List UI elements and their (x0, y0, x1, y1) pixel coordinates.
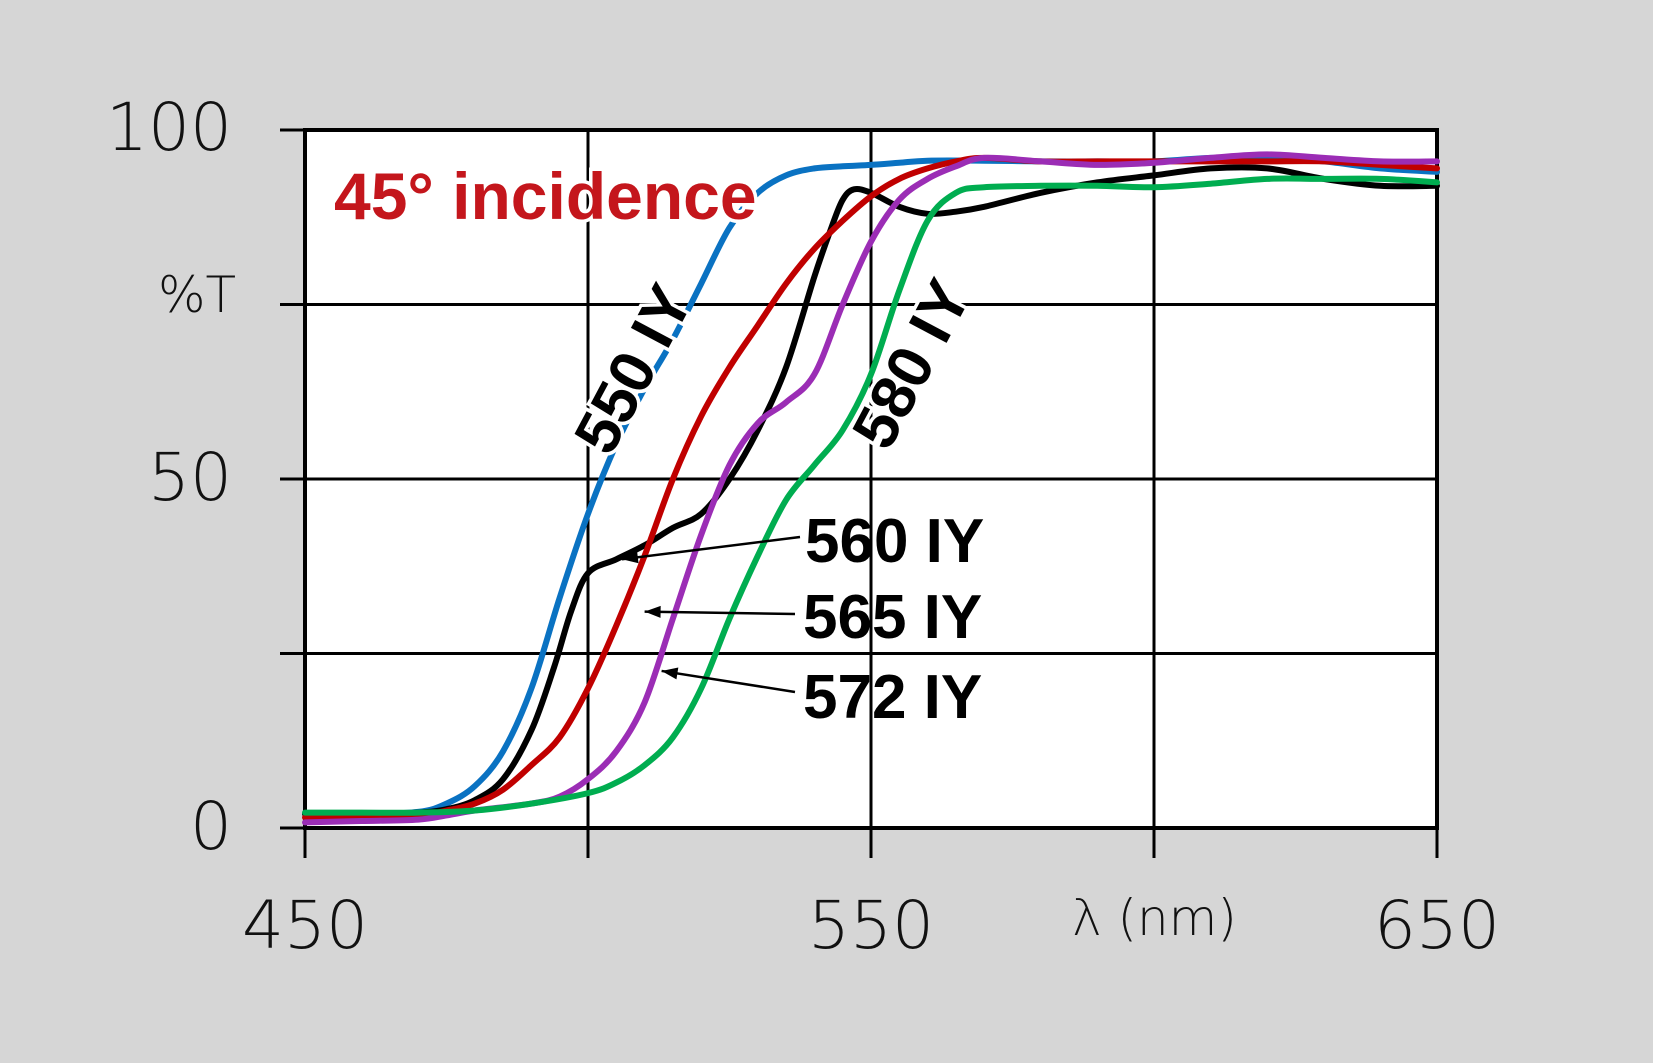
y-tick-label-50: 50 (148, 439, 232, 516)
x-tick-label-550: 550 (808, 887, 934, 964)
arrow-head-565-iy (644, 605, 661, 618)
arrow-line-560-iy (621, 535, 801, 561)
label-560-iy: 560 IY (805, 507, 984, 576)
y-tick-labels: 100 50 0 (106, 89, 232, 865)
arrow-line-565-iy (644, 610, 796, 616)
x-tick-label-650: 650 (1374, 887, 1500, 964)
y-axis-label: %T (158, 266, 236, 324)
x-tick-label-450: 450 (242, 887, 368, 964)
label-565-iy: 565 IY (803, 583, 982, 652)
x-tick-labels: 450 550 650 (242, 887, 1500, 964)
plot-border (303, 128, 1439, 830)
arrow-head-572-iy (661, 667, 679, 680)
arrow-line-572-iy (661, 669, 796, 694)
chart-title: 45° incidence (334, 159, 757, 233)
series-lines (302, 151, 1440, 826)
series-line-580-iy (302, 175, 1440, 816)
y-tick-label-100: 100 (106, 89, 232, 166)
x-axis-label: λ (nm) (1072, 889, 1237, 947)
y-tick-label-0: 0 (190, 788, 232, 865)
plot-frame (303, 128, 1439, 830)
arrow-head-560-iy (621, 551, 639, 564)
annotation-arrows (621, 535, 801, 694)
series-line-560-iy (302, 164, 1440, 818)
label-572-iy: 572 IY (803, 663, 982, 732)
